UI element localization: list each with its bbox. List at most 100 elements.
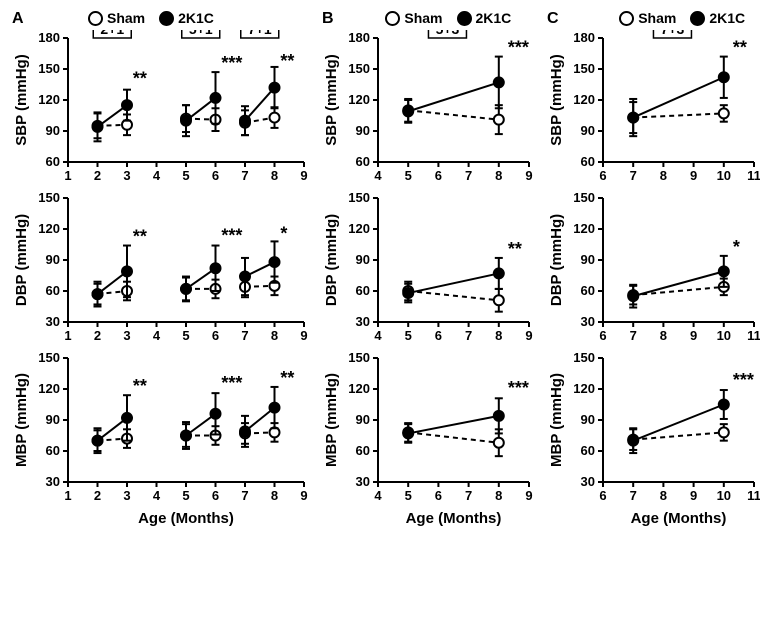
- row-mbp: 306090120150456789MBP (mmHg)***: [320, 350, 535, 510]
- xtick: 4: [153, 168, 161, 183]
- tkic-marker-icon: [181, 116, 191, 126]
- xtick: 5: [182, 168, 189, 183]
- panel-letter-A: A: [12, 10, 24, 28]
- xtick: 8: [495, 168, 502, 183]
- xtick: 8: [495, 328, 502, 343]
- ytick: 120: [573, 221, 595, 236]
- xtick: 5: [405, 328, 412, 343]
- ytick: 120: [348, 92, 370, 107]
- row-mbp: 306090120150123456789MBP (mmHg)*******: [10, 350, 310, 510]
- ytick: 60: [46, 443, 60, 458]
- ytick: 60: [46, 283, 60, 298]
- tkic-marker-icon: [403, 428, 413, 438]
- xtick: 8: [660, 168, 667, 183]
- ytick: 90: [581, 252, 595, 267]
- tkic-marker-icon: [719, 72, 729, 82]
- ytick: 150: [573, 350, 595, 365]
- y-axis-label: MBP (mmHg): [548, 373, 565, 467]
- legend-B: Sham2K1C: [385, 10, 531, 26]
- plot-B-sbp: 6090120150180456789SBP (mmHg)5+3***: [320, 30, 535, 190]
- ytick: 30: [581, 314, 595, 329]
- tkic-line: [633, 271, 724, 296]
- xtick: 8: [271, 328, 278, 343]
- significance-marker: ***: [221, 373, 242, 393]
- xtick: 5: [182, 488, 189, 503]
- ytick: 30: [356, 474, 370, 489]
- significance-marker: *: [733, 237, 740, 257]
- xtick: 4: [374, 168, 382, 183]
- xtick: 6: [435, 168, 442, 183]
- column-C: C609012015018067891011SBP (mmHg)7+3**306…: [545, 30, 760, 527]
- significance-marker: ***: [508, 378, 529, 398]
- xtick: 7: [465, 168, 472, 183]
- tkic-marker-icon: [494, 268, 504, 278]
- ytick: 30: [356, 314, 370, 329]
- xtick: 7: [630, 328, 637, 343]
- x-axis-label: Age (Months): [68, 510, 304, 527]
- tkic-marker-icon: [270, 403, 280, 413]
- sham-marker-icon: [494, 115, 504, 125]
- ytick: 120: [38, 221, 60, 236]
- xtick: 9: [300, 328, 307, 343]
- xtick: 5: [405, 168, 412, 183]
- ytick: 90: [356, 252, 370, 267]
- columns: A6090120150180123456789SBP (mmHg)2+15+17…: [10, 30, 765, 527]
- tkic-marker-icon: [494, 411, 504, 421]
- legend-2k1c-label: 2K1C: [709, 10, 745, 26]
- open-circle-icon: [385, 11, 400, 26]
- xtick: 9: [690, 328, 697, 343]
- ytick: 90: [46, 412, 60, 427]
- ytick: 150: [38, 61, 60, 76]
- plot-A-dbp: 306090120150123456789DBP (mmHg)******: [10, 190, 310, 350]
- significance-marker: **: [280, 51, 294, 71]
- xtick: 7: [630, 168, 637, 183]
- significance-marker: ***: [221, 225, 242, 245]
- row-dbp: 30609012015067891011DBP (mmHg)*: [545, 190, 760, 350]
- row-sbp: 6090120150180123456789SBP (mmHg)2+15+17+…: [10, 30, 310, 190]
- xtick: 10: [717, 168, 731, 183]
- significance-marker: **: [133, 69, 147, 89]
- legend-sham: Sham: [385, 10, 442, 26]
- tkic-marker-icon: [270, 83, 280, 93]
- xtick: 9: [300, 168, 307, 183]
- ytick: 60: [356, 154, 370, 169]
- xtick: 6: [599, 328, 606, 343]
- xtick: 8: [660, 328, 667, 343]
- tkic-marker-icon: [403, 106, 413, 116]
- plot-B-dbp: 306090120150456789DBP (mmHg)**: [320, 190, 535, 350]
- tkic-marker-icon: [719, 400, 729, 410]
- significance-marker: ***: [508, 38, 529, 58]
- xtick: 6: [435, 488, 442, 503]
- column-B: B6090120150180456789SBP (mmHg)5+3***3060…: [320, 30, 535, 527]
- y-axis-label: DBP (mmHg): [548, 214, 565, 306]
- xtick: 9: [690, 488, 697, 503]
- xtick: 8: [271, 488, 278, 503]
- ytick: 150: [348, 350, 370, 365]
- y-axis-label: DBP (mmHg): [323, 214, 340, 306]
- xtick: 6: [212, 488, 219, 503]
- plot-C-dbp: 30609012015067891011DBP (mmHg)*: [545, 190, 760, 350]
- sham-marker-icon: [494, 438, 504, 448]
- open-circle-icon: [619, 11, 634, 26]
- tkic-marker-icon: [403, 288, 413, 298]
- ytick: 120: [348, 381, 370, 396]
- xtick: 6: [212, 168, 219, 183]
- y-axis-label: SBP (mmHg): [548, 54, 565, 145]
- filled-circle-icon: [690, 11, 705, 26]
- tkic-marker-icon: [122, 413, 132, 423]
- xtick: 2: [94, 488, 101, 503]
- ytick: 150: [38, 350, 60, 365]
- figure: Sham2K1CSham2K1CSham2K1C A60901201501801…: [0, 0, 775, 625]
- ytick: 180: [573, 30, 595, 45]
- filled-circle-icon: [159, 11, 174, 26]
- legend-sham: Sham: [619, 10, 676, 26]
- plot-A-mbp: 306090120150123456789MBP (mmHg)*******: [10, 350, 310, 510]
- ytick: 150: [348, 190, 370, 205]
- xtick: 7: [241, 328, 248, 343]
- xtick: 6: [435, 328, 442, 343]
- legend-C: Sham 2K1C: [619, 10, 765, 26]
- xtick: 11: [747, 168, 760, 183]
- significance-marker: ***: [733, 370, 754, 390]
- xtick: 2: [94, 168, 101, 183]
- row-dbp: 306090120150456789DBP (mmHg)**: [320, 190, 535, 350]
